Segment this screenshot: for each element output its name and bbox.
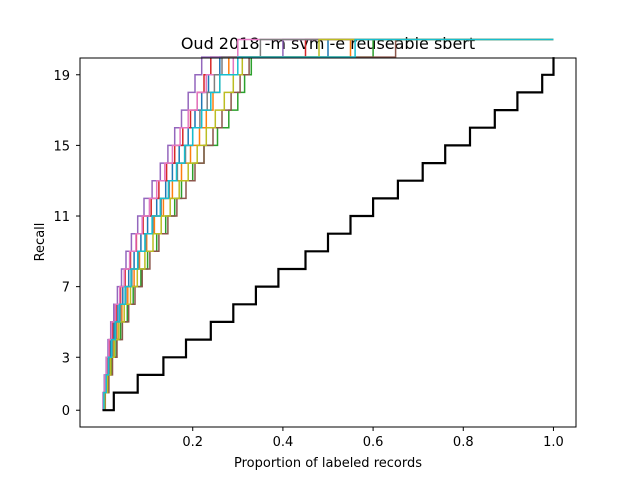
plot-frame (79, 57, 577, 428)
x-axis: 0.2 0.4 0.6 0.8 1.0 (182, 427, 564, 450)
x-tick-label-3: 0.6 (363, 435, 384, 450)
y-axis-label: Recall (33, 223, 48, 262)
recall-series-2 (102, 38, 554, 411)
x-tick-label-1: 0.2 (182, 435, 203, 450)
y-tick-label-5: 15 (53, 139, 70, 154)
recall-series-1 (102, 38, 554, 411)
recall-series-8 (102, 38, 554, 411)
recall-series-9 (102, 38, 554, 411)
reference-random-series (102, 57, 555, 412)
recall-series-10 (102, 38, 554, 411)
recall-series-3 (102, 38, 554, 411)
recall-series-7 (102, 38, 554, 411)
recall-series-5 (102, 38, 554, 411)
x-tick-label-5: 1.0 (543, 435, 564, 450)
y-tick-label-3: 7 (62, 281, 70, 296)
y-tick-label-6: 19 (53, 69, 70, 84)
recall-series-4 (102, 38, 554, 411)
x-tick-label-4: 0.8 (453, 435, 474, 450)
recall-series-6 (102, 38, 554, 411)
y-tick-label-4: 11 (53, 210, 70, 225)
y-axis: 0 3 7 11 15 19 (53, 69, 80, 419)
y-tick-label-2: 3 (62, 351, 70, 366)
y-tick-label-1: 0 (62, 404, 70, 419)
x-axis-label: Proportion of labeled records (234, 456, 422, 471)
x-tick-label-2: 0.4 (273, 435, 294, 450)
plot-area (102, 38, 555, 412)
